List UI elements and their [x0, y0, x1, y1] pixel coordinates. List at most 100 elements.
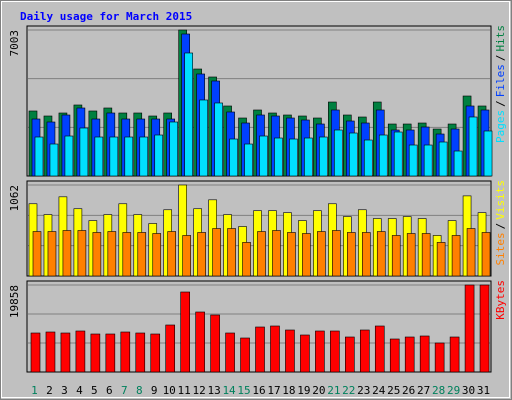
- y-tick-label: 1062: [8, 185, 21, 212]
- x-tick-label: 18: [282, 384, 295, 397]
- bar: [180, 291, 190, 373]
- bar: [378, 134, 388, 177]
- bar: [30, 332, 41, 373]
- bar: [62, 230, 72, 277]
- bar: [229, 138, 238, 177]
- bar: [272, 230, 281, 277]
- x-tick-label: 31: [477, 384, 490, 397]
- bar: [300, 334, 310, 373]
- bar: [274, 137, 283, 177]
- x-tick-label: 20: [312, 384, 325, 397]
- legend: KBytes: [494, 280, 507, 320]
- bar: [105, 333, 116, 373]
- bar: [483, 130, 493, 177]
- x-tick-label: 22: [342, 384, 355, 397]
- bar: [393, 131, 403, 177]
- bar: [47, 231, 57, 277]
- bar: [270, 325, 280, 373]
- bar: [139, 136, 149, 177]
- bar: [135, 332, 146, 373]
- bar: [199, 99, 208, 177]
- legend-separator: /: [494, 223, 507, 230]
- bar: [438, 141, 448, 177]
- bar: [169, 121, 179, 177]
- y-tick-label: 19858: [8, 285, 21, 318]
- x-tick-label: 28: [432, 384, 445, 397]
- bar: [287, 232, 296, 277]
- bar: [255, 326, 265, 373]
- x-tick-label: 3: [61, 384, 68, 397]
- legend-separator: /: [494, 55, 507, 62]
- bar: [60, 332, 71, 373]
- x-tick-label: 2: [46, 384, 53, 397]
- bar: [137, 232, 147, 277]
- x-tick-label: 29: [447, 384, 460, 397]
- bar: [94, 136, 104, 177]
- bar: [45, 331, 56, 373]
- bar: [75, 330, 86, 373]
- bar: [124, 136, 134, 177]
- bar: [330, 330, 340, 373]
- bar: [332, 230, 341, 277]
- bar: [361, 232, 371, 277]
- bar: [152, 233, 162, 277]
- bar: [257, 231, 266, 277]
- bar: [419, 335, 430, 373]
- bar: [259, 135, 268, 177]
- bar: [92, 232, 102, 277]
- bar: [347, 232, 356, 277]
- bar: [481, 232, 491, 277]
- bar: [453, 150, 463, 177]
- bar: [374, 325, 385, 373]
- bar: [345, 336, 355, 373]
- y-tick-label: 7003: [8, 30, 21, 57]
- legend-separator: /: [494, 100, 507, 107]
- x-tick-label: 5: [91, 384, 98, 397]
- bar: [32, 231, 42, 277]
- bar: [464, 284, 475, 373]
- bar: [315, 330, 325, 373]
- bar: [289, 138, 298, 177]
- legend-entry: Visits: [494, 180, 507, 220]
- legend-entry: Sites: [494, 232, 507, 265]
- bar: [466, 228, 476, 277]
- x-tick-label: 8: [136, 384, 143, 397]
- x-tick-label: 27: [417, 384, 430, 397]
- bar: [90, 333, 101, 373]
- bar: [64, 135, 74, 177]
- bar: [421, 233, 431, 277]
- x-tick-label: 16: [252, 384, 265, 397]
- bar: [120, 331, 131, 373]
- bar: [468, 116, 478, 177]
- bar: [214, 102, 223, 177]
- chart-title: Daily usage for March 2015: [20, 10, 192, 23]
- x-tick-label: 17: [267, 384, 280, 397]
- bar: [242, 242, 251, 277]
- x-tick-label: 10: [163, 384, 176, 397]
- legend-entry: KBytes: [494, 280, 507, 320]
- x-tick-label: 4: [76, 384, 83, 397]
- legend-entry: Pages: [494, 110, 507, 143]
- bar: [195, 311, 205, 373]
- bar: [349, 132, 358, 177]
- bar: [359, 329, 370, 373]
- bar: [34, 136, 44, 177]
- bar: [154, 134, 164, 177]
- bar: [406, 233, 416, 277]
- bar: [391, 235, 401, 277]
- legend: Pages / Files / Hits: [494, 25, 507, 143]
- bar: [404, 336, 415, 373]
- x-tick-label: 1: [31, 384, 38, 397]
- bar: [167, 231, 177, 277]
- x-tick-label: 21: [327, 384, 340, 397]
- x-tick-label: 26: [402, 384, 415, 397]
- bar: [363, 139, 373, 177]
- bar: [408, 144, 418, 177]
- bar: [150, 333, 161, 373]
- bar: [304, 137, 313, 177]
- bar: [227, 228, 236, 277]
- bar: [77, 230, 87, 277]
- bar: [197, 232, 206, 277]
